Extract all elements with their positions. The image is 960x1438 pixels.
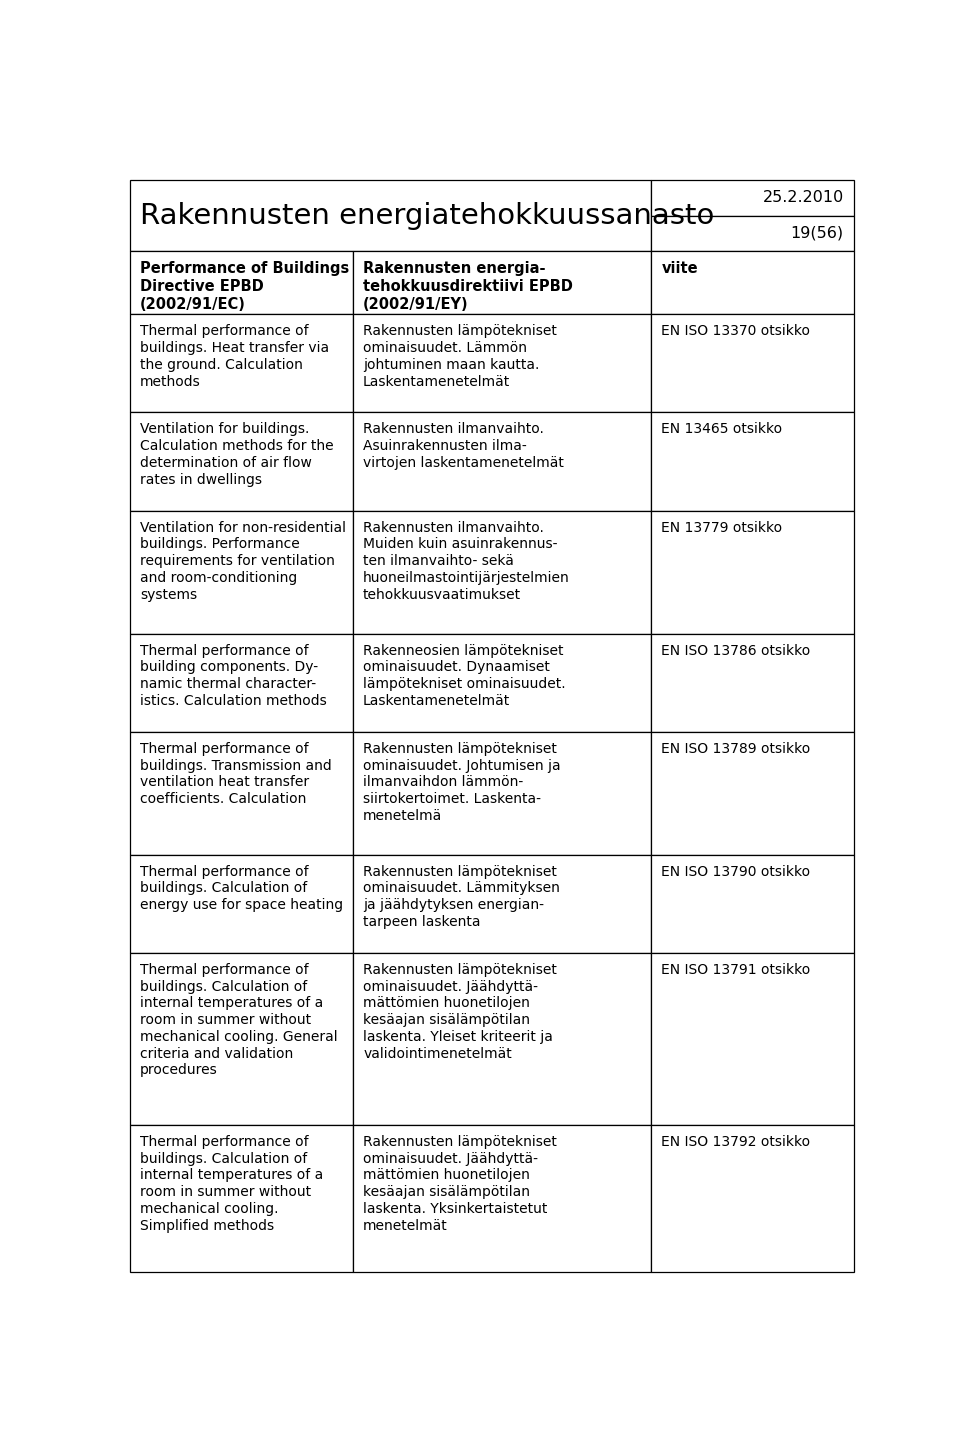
- Text: Thermal performance of
building components. Dy-
namic thermal character-
istics.: Thermal performance of building componen…: [140, 644, 327, 707]
- Text: Rakennusten lämpötekniset
ominaisuudet. Johtumisen ja
ilmanvaihdon lämmön-
siirt: Rakennusten lämpötekniset ominaisuudet. …: [363, 742, 561, 823]
- Bar: [651, 413, 854, 510]
- Bar: [353, 1125, 651, 1273]
- Text: Thermal performance of
buildings. Calculation of
internal temperatures of a
room: Thermal performance of buildings. Calcul…: [140, 963, 338, 1077]
- Bar: [651, 854, 854, 953]
- Text: 25.2.2010: 25.2.2010: [762, 190, 844, 206]
- Bar: [130, 413, 353, 510]
- Bar: [130, 252, 353, 315]
- Text: Rakennusten lämpötekniset
ominaisuudet. Lämmön
johtuminen maan kautta.
Laskentam: Rakennusten lämpötekniset ominaisuudet. …: [363, 324, 557, 388]
- Text: Thermal performance of
buildings. Heat transfer via
the ground. Calculation
meth: Thermal performance of buildings. Heat t…: [140, 324, 329, 388]
- Text: Thermal performance of
buildings. Calculation of
internal temperatures of a
room: Thermal performance of buildings. Calcul…: [140, 1135, 324, 1232]
- Text: EN ISO 13790 otsikko: EN ISO 13790 otsikko: [661, 864, 810, 879]
- Bar: [353, 252, 651, 315]
- Bar: [651, 180, 854, 216]
- Bar: [130, 953, 353, 1125]
- Bar: [353, 854, 651, 953]
- Text: EN ISO 13786 otsikko: EN ISO 13786 otsikko: [661, 644, 810, 657]
- Text: EN 13465 otsikko: EN 13465 otsikko: [661, 423, 782, 437]
- Text: Rakenneosien lämpötekniset
ominaisuudet. Dynaamiset
lämpötekniset ominaisuudet.
: Rakenneosien lämpötekniset ominaisuudet.…: [363, 644, 565, 707]
- Bar: [353, 732, 651, 854]
- Text: Rakennusten lämpötekniset
ominaisuudet. Jäähdyttä-
mättömien huonetilojen
kesäaj: Rakennusten lämpötekniset ominaisuudet. …: [363, 963, 557, 1061]
- Text: EN 13779 otsikko: EN 13779 otsikko: [661, 521, 782, 535]
- Bar: [130, 732, 353, 854]
- Bar: [651, 510, 854, 634]
- Text: EN ISO 13792 otsikko: EN ISO 13792 otsikko: [661, 1135, 810, 1149]
- Text: Thermal performance of
buildings. Calculation of
energy use for space heating: Thermal performance of buildings. Calcul…: [140, 864, 344, 912]
- Bar: [651, 216, 854, 252]
- Bar: [130, 1125, 353, 1273]
- Bar: [651, 732, 854, 854]
- Text: EN ISO 13791 otsikko: EN ISO 13791 otsikko: [661, 963, 810, 976]
- Text: Rakennusten ilmanvaihto.
Muiden kuin asuinrakennus-
ten ilmanvaihto- sekä
huonei: Rakennusten ilmanvaihto. Muiden kuin asu…: [363, 521, 570, 601]
- Text: 19(56): 19(56): [791, 226, 844, 242]
- Bar: [130, 634, 353, 732]
- Bar: [130, 180, 651, 252]
- Bar: [651, 315, 854, 413]
- Text: Ventilation for buildings.
Calculation methods for the
determination of air flow: Ventilation for buildings. Calculation m…: [140, 423, 334, 486]
- Bar: [651, 953, 854, 1125]
- Text: Rakennusten energia-
tehokkuusdirektiivi EPBD
(2002/91/EY): Rakennusten energia- tehokkuusdirektiivi…: [363, 262, 573, 312]
- Text: Rakennusten energiatehokkuussanasto: Rakennusten energiatehokkuussanasto: [140, 201, 714, 230]
- Bar: [353, 510, 651, 634]
- Bar: [353, 413, 651, 510]
- Bar: [353, 953, 651, 1125]
- Text: EN ISO 13789 otsikko: EN ISO 13789 otsikko: [661, 742, 810, 756]
- Bar: [353, 634, 651, 732]
- Bar: [651, 1125, 854, 1273]
- Bar: [651, 634, 854, 732]
- Bar: [353, 315, 651, 413]
- Text: Rakennusten ilmanvaihto.
Asuinrakennusten ilma-
virtojen laskentamenetelmät: Rakennusten ilmanvaihto. Asuinrakennuste…: [363, 423, 564, 470]
- Text: EN ISO 13370 otsikko: EN ISO 13370 otsikko: [661, 324, 810, 338]
- Text: Rakennusten lämpötekniset
ominaisuudet. Lämmityksen
ja jäähdytyksen energian-
ta: Rakennusten lämpötekniset ominaisuudet. …: [363, 864, 560, 929]
- Text: Performance of Buildings
Directive EPBD
(2002/91/EC): Performance of Buildings Directive EPBD …: [140, 262, 349, 312]
- Bar: [130, 510, 353, 634]
- Bar: [130, 315, 353, 413]
- Text: Rakennusten lämpötekniset
ominaisuudet. Jäähdyttä-
mättömien huonetilojen
kesäaj: Rakennusten lämpötekniset ominaisuudet. …: [363, 1135, 557, 1232]
- Text: viite: viite: [661, 262, 698, 276]
- Bar: [130, 854, 353, 953]
- Text: Ventilation for non-residential
buildings. Performance
requirements for ventilat: Ventilation for non-residential building…: [140, 521, 347, 601]
- Bar: [651, 252, 854, 315]
- Text: Thermal performance of
buildings. Transmission and
ventilation heat transfer
coe: Thermal performance of buildings. Transm…: [140, 742, 332, 807]
